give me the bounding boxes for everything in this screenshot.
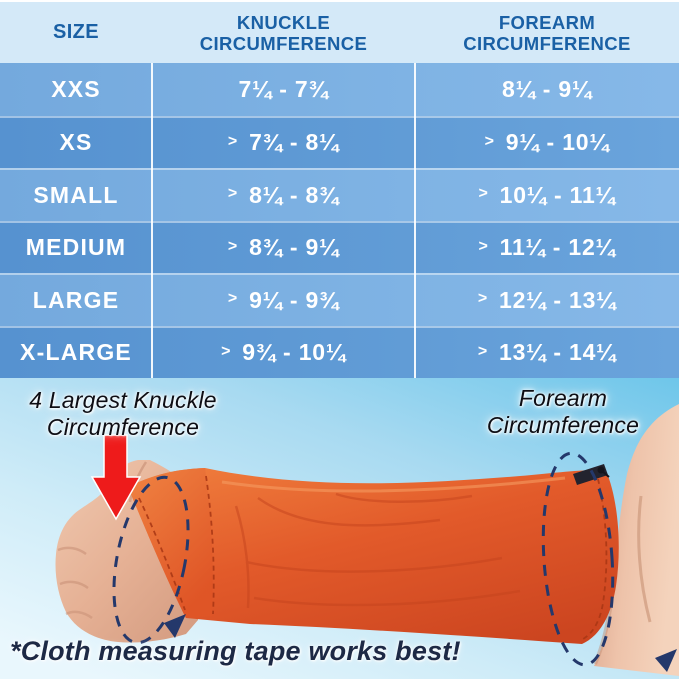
value-text: 9¼ - 9¾ bbox=[249, 286, 340, 313]
red-down-arrow-icon bbox=[90, 434, 142, 521]
value-text: 11¼ - 12¼ bbox=[499, 234, 616, 261]
size-table: SIZE KNUCKLE CIRCUMFERENCE FOREARM CIRCU… bbox=[0, 0, 679, 378]
gt-symbol: > bbox=[478, 185, 489, 203]
size-label: XS bbox=[59, 129, 93, 156]
size-label: LARGE bbox=[32, 286, 120, 313]
knuckle-measure-ellipse bbox=[112, 475, 190, 645]
table-row-xxs: XXS 7¼ - 7¾ 8¼ - 9¼ bbox=[0, 63, 679, 116]
forearm-value: 8¼ - 9¼ bbox=[415, 63, 679, 116]
column-divider bbox=[150, 63, 153, 378]
measurement-photo: 4 Largest Knuckle Circumference Forearm … bbox=[0, 378, 679, 679]
gt-symbol: > bbox=[227, 132, 239, 150]
header-size: SIZE bbox=[0, 2, 152, 63]
forearm-value: >13¼ - 14¼ bbox=[415, 328, 679, 379]
value-text: 7¼ - 7¾ bbox=[238, 75, 329, 102]
forearm-arrowhead-icon bbox=[655, 649, 677, 672]
knuckle-annotation-line1: 4 Largest Knuckle bbox=[29, 387, 217, 413]
size-label: XXS bbox=[51, 75, 101, 102]
knuckle-annotation-line2: Circumference bbox=[46, 413, 200, 440]
knuckle-value: >9¾ - 10¼ bbox=[152, 328, 415, 379]
header-knuckle-line2: CIRCUMFERENCE bbox=[199, 32, 368, 54]
zipper bbox=[573, 464, 610, 485]
header-knuckle-line1: KNUCKLE bbox=[236, 11, 331, 33]
header-forearm-circumference: FOREARM CIRCUMFERENCE bbox=[415, 2, 679, 63]
column-divider bbox=[413, 63, 416, 378]
forearm-annotation-line2: Circumference bbox=[486, 411, 640, 438]
forearm-value: >11¼ - 12¼ bbox=[415, 223, 679, 274]
forearm-annotation-line1: Forearm bbox=[518, 385, 608, 411]
header-forearm-line2: CIRCUMFERENCE bbox=[463, 32, 631, 54]
value-text: 10¼ - 11¼ bbox=[499, 181, 616, 208]
forearm-value: >9¼ - 10¼ bbox=[415, 118, 679, 169]
knuckle-value: >7¾ - 8¼ bbox=[152, 118, 415, 169]
value-text: 7¾ - 8¼ bbox=[249, 129, 340, 156]
gt-symbol: > bbox=[477, 290, 488, 308]
header-size-label: SIZE bbox=[52, 21, 100, 43]
table-body: XXS 7¼ - 7¾ 8¼ - 9¼ XS >7¾ - 8¼ >9¼ - 10… bbox=[0, 63, 679, 378]
gt-symbol: > bbox=[227, 185, 239, 203]
table-row-medium: MEDIUM >8¾ - 9¼ >11¼ - 12¼ bbox=[0, 220, 679, 274]
knuckle-annotation: 4 Largest Knuckle Circumference bbox=[8, 387, 238, 440]
size-label: X-LARGE bbox=[20, 339, 132, 366]
gt-symbol: > bbox=[227, 237, 239, 255]
knuckle-value: 7¼ - 7¾ bbox=[152, 63, 415, 116]
size-label: MEDIUM bbox=[25, 234, 127, 261]
table-row-small: SMALL >8¼ - 8¾ >10¼ - 11¼ bbox=[0, 168, 679, 221]
forearm-value: >10¼ - 11¼ bbox=[415, 170, 679, 221]
leather-wrinkles bbox=[234, 492, 521, 609]
table-row-xlarge: X-LARGE >9¾ - 10¼ >13¼ - 14¼ bbox=[0, 325, 679, 379]
knuckle-value: >8¾ - 9¼ bbox=[152, 223, 415, 274]
gt-symbol: > bbox=[227, 290, 239, 308]
value-text: 9¼ - 10¼ bbox=[505, 129, 610, 156]
size-label: SMALL bbox=[33, 181, 119, 208]
table-header-row: SIZE KNUCKLE CIRCUMFERENCE FOREARM CIRCU… bbox=[0, 0, 679, 63]
forearm-measure-ellipse bbox=[541, 451, 615, 667]
value-text: 8¼ - 9¼ bbox=[502, 75, 592, 102]
knuckle-value: >8¼ - 8¾ bbox=[152, 170, 415, 221]
gt-symbol: > bbox=[484, 132, 495, 150]
knuckle-arrowhead-icon bbox=[164, 614, 186, 638]
arm-guard-sleeve bbox=[128, 464, 619, 644]
gt-symbol: > bbox=[478, 237, 489, 255]
table-row-large: LARGE >9¼ - 9¾ >12¼ - 13¼ bbox=[0, 273, 679, 326]
value-text: 13¼ - 14¼ bbox=[498, 339, 617, 366]
gt-symbol: > bbox=[221, 342, 232, 360]
table-row-xs: XS >7¾ - 8¼ >9¼ - 10¼ bbox=[0, 115, 679, 169]
gt-symbol: > bbox=[477, 342, 488, 360]
value-text: 8¾ - 9¼ bbox=[249, 234, 340, 261]
measuring-tip-footnote: *Cloth measuring tape works best! bbox=[10, 636, 461, 666]
arm-guard-illustration bbox=[0, 378, 679, 679]
forearm-annotation: Forearm Circumference bbox=[452, 385, 674, 438]
value-text: 12¼ - 13¼ bbox=[498, 286, 617, 313]
knuckle-value: >9¼ - 9¾ bbox=[152, 275, 415, 326]
forearm-value: >12¼ - 13¼ bbox=[415, 275, 679, 326]
value-text: 9¾ - 10¼ bbox=[242, 339, 346, 366]
header-knuckle-circumference: KNUCKLE CIRCUMFERENCE bbox=[152, 2, 415, 63]
header-forearm-line1: FOREARM bbox=[498, 11, 596, 33]
value-text: 8¼ - 8¾ bbox=[249, 181, 340, 208]
